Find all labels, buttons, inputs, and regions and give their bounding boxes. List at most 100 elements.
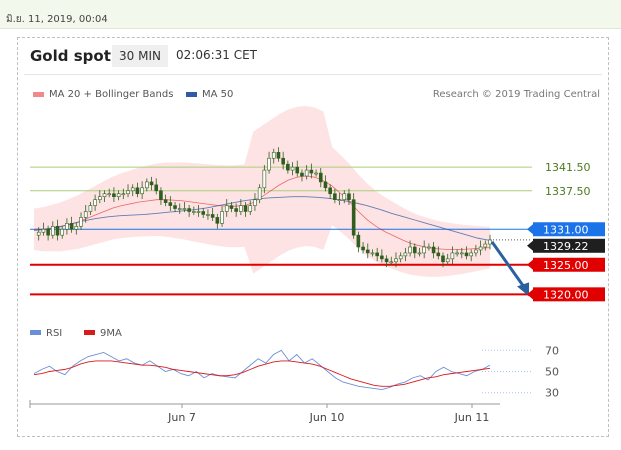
- candle-body: [173, 205, 177, 209]
- candle-body: [431, 246, 436, 254]
- candle-body: [290, 166, 295, 171]
- candle-body: [121, 193, 126, 196]
- candle-body: [445, 258, 450, 263]
- rsi-line: [33, 349, 491, 390]
- level-badge-pointer-5: [527, 289, 533, 300]
- candle-body: [384, 258, 389, 263]
- candle-body: [102, 193, 107, 198]
- level-badge-4: [533, 257, 605, 272]
- candle-body: [159, 190, 163, 200]
- candle-body: [436, 252, 441, 257]
- candle-body: [135, 187, 140, 195]
- candle-body: [464, 252, 469, 257]
- candle-body: [441, 255, 445, 263]
- candle-body: [130, 187, 135, 192]
- candle-body: [304, 169, 309, 177]
- candle-body: [140, 187, 144, 195]
- legend-ma20-label: MA 20 + Bollinger Bands: [49, 89, 174, 100]
- rsi-tick-label: 70: [545, 344, 559, 357]
- candle-body: [309, 169, 314, 174]
- candle-body: [206, 214, 210, 216]
- candle-body: [41, 228, 46, 233]
- chart-panel: [17, 37, 609, 437]
- candle-body: [163, 199, 168, 203]
- candle-body: [483, 243, 488, 248]
- level-label-1: 1337.50: [545, 185, 591, 198]
- candle-body: [450, 252, 455, 260]
- candle-body: [98, 196, 102, 200]
- level-label-4: 1325.00: [543, 259, 589, 272]
- candle-body: [112, 193, 116, 198]
- legend-ma9-swatch: [84, 330, 95, 335]
- candle-body: [210, 214, 215, 218]
- candle-body: [126, 190, 130, 195]
- candle-body: [380, 255, 384, 260]
- ma50-line: [33, 196, 491, 241]
- legend-ma20: MA 20 + Bollinger Bands: [33, 89, 173, 100]
- candle-body: [361, 246, 365, 251]
- candle-body: [389, 261, 394, 264]
- candle-body: [300, 172, 304, 177]
- candle-body: [192, 211, 196, 213]
- candle-body: [74, 225, 79, 230]
- candle-body: [295, 166, 300, 174]
- candle-body: [408, 246, 412, 254]
- candle-body: [276, 152, 281, 159]
- level-label-2: 1331.00: [543, 223, 589, 236]
- level-label-0: 1341.50: [545, 161, 591, 174]
- timestamp: มิ.ย. 11, 2019, 00:04: [6, 14, 108, 25]
- candle-body: [168, 202, 173, 206]
- level-badge-pointer-4: [527, 259, 533, 270]
- candle-body: [351, 199, 356, 236]
- level-badge-3: [533, 238, 605, 253]
- candle-body: [220, 211, 224, 224]
- candle-body: [79, 217, 83, 227]
- candle-body: [403, 252, 408, 257]
- credit-text: Research © 2019 Trading Central: [432, 89, 600, 100]
- rsi-tick-label: 30: [545, 387, 559, 400]
- bollinger-band: [34, 105, 490, 277]
- legend-rsi-label: RSI: [46, 328, 62, 339]
- candle-body: [271, 152, 276, 159]
- candle-body: [149, 181, 154, 186]
- x-tick-label: Jun 11: [454, 411, 490, 424]
- candle-body: [417, 252, 422, 255]
- candle-body: [154, 184, 159, 192]
- candle-body: [412, 246, 417, 254]
- candle-body: [248, 205, 253, 212]
- candle-body: [201, 211, 206, 215]
- candle-body: [286, 163, 290, 171]
- candle-body: [51, 225, 55, 236]
- level-badge-2: [533, 222, 605, 237]
- candle-body: [267, 157, 271, 171]
- legend-ma50: MA 50: [186, 89, 233, 100]
- candle-body: [365, 249, 370, 254]
- level-label-3: 1329.22: [543, 240, 589, 253]
- candle-body: [375, 252, 379, 257]
- level-badge-5: [533, 287, 605, 302]
- level-badge-pointer-3: [527, 240, 533, 251]
- candle-body: [281, 157, 285, 165]
- candle-body: [337, 199, 342, 201]
- candle-body: [328, 187, 332, 195]
- header-divider: [24, 74, 602, 75]
- candle-body: [398, 255, 403, 260]
- candle-body: [60, 228, 65, 236]
- candle-body: [145, 181, 149, 189]
- candle-body: [215, 217, 220, 224]
- candle-body: [314, 172, 318, 175]
- candle-body: [422, 246, 426, 254]
- interval-badge[interactable]: 30 MIN: [112, 45, 168, 67]
- candles: [36, 147, 492, 268]
- candle-body: [88, 205, 93, 212]
- legend-ma50-swatch: [186, 91, 197, 97]
- rsi-tick-label: 50: [545, 366, 559, 379]
- candle-body: [488, 239, 492, 245]
- candle-body: [257, 187, 262, 200]
- ma20-line: [34, 175, 491, 250]
- candle-body: [356, 234, 361, 248]
- candle-body: [427, 246, 431, 249]
- candle-body: [116, 193, 121, 198]
- candle-body: [182, 208, 187, 210]
- forecast-arrow-head: [517, 282, 529, 297]
